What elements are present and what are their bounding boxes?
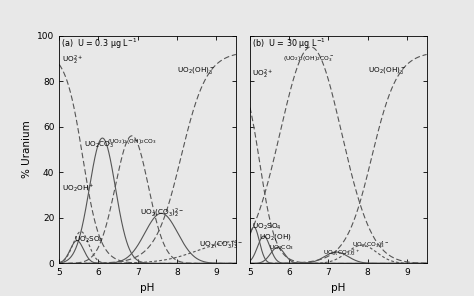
- X-axis label: pH: pH: [140, 283, 155, 293]
- Y-axis label: % Uranium: % Uranium: [22, 120, 32, 178]
- Text: UO$_2^{2+}$: UO$_2^{2+}$: [252, 68, 273, 81]
- Text: UO$_2$(CO$_3$)$_2^{2-}$: UO$_2$(CO$_3$)$_2^{2-}$: [140, 207, 184, 220]
- Text: UO$_2^{2+}$: UO$_2^{2+}$: [62, 54, 82, 67]
- Text: (b)  U = 30 μg L$^{-1}$: (b) U = 30 μg L$^{-1}$: [252, 36, 326, 51]
- Text: (UO$_2$)$_2$(OH)$_2$CO$_3$: (UO$_2$)$_2$(OH)$_2$CO$_3$: [107, 137, 157, 146]
- Text: UO$_2$(CO$_3$)$_2^{2+}$: UO$_2$(CO$_3$)$_2^{2+}$: [323, 247, 360, 258]
- Text: UO$_2$OH$^+$: UO$_2$OH$^+$: [62, 182, 94, 194]
- Text: UO$_2$SO$_4$: UO$_2$SO$_4$: [252, 222, 282, 232]
- Text: UO$_2$(CO$_3$)$_3^{4-}$: UO$_2$(CO$_3$)$_3^{4-}$: [199, 239, 243, 252]
- Text: UO$_2$CO$_3$: UO$_2$CO$_3$: [83, 140, 114, 150]
- Text: (a)  U = 0.3 μg L$^{-1}$: (a) U = 0.3 μg L$^{-1}$: [61, 36, 137, 51]
- X-axis label: pH: pH: [331, 283, 346, 293]
- Text: UO$_2$CO$_3$: UO$_2$CO$_3$: [269, 243, 294, 252]
- Text: UO$_2$(CO$_3$)$_3^{4-}$: UO$_2$(CO$_3$)$_3^{4-}$: [352, 239, 389, 250]
- Text: UO$_2$(OH)$_3^-$: UO$_2$(OH)$_3^-$: [368, 65, 406, 76]
- Text: (UO$_2$)$_2$(OH)$_2$CO$_3^-$: (UO$_2$)$_2$(OH)$_2$CO$_3^-$: [283, 54, 335, 64]
- Text: UO$_2$(OH)$_3^-$: UO$_2$(OH)$_3^-$: [177, 65, 215, 76]
- Text: UO$_2$SO$_4$: UO$_2$SO$_4$: [74, 235, 104, 245]
- Text: UO$_2$(OH): UO$_2$(OH): [259, 232, 292, 242]
